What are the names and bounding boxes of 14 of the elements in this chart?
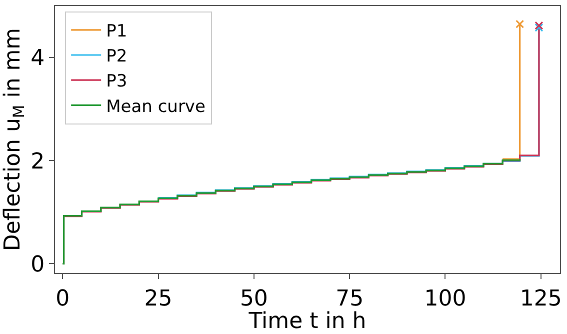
x-axis-title: Time t in h bbox=[248, 309, 366, 334]
x-tick-label: 75 bbox=[336, 286, 364, 312]
x-tick-label: 50 bbox=[240, 286, 268, 312]
legend-label: P3 bbox=[106, 72, 128, 92]
x-tick-label: 100 bbox=[424, 286, 466, 312]
legend-label: P2 bbox=[106, 46, 128, 67]
y-tick-label: 0 bbox=[30, 252, 45, 278]
legend-label: Mean curve bbox=[106, 96, 206, 117]
x-tick-label: 0 bbox=[56, 286, 70, 312]
legend-label: P1 bbox=[106, 22, 128, 42]
y-tick-label: 4 bbox=[30, 46, 45, 72]
x-tick-label: 125 bbox=[520, 286, 562, 312]
y-tick-label: 2 bbox=[30, 149, 45, 174]
x-tick-label: 25 bbox=[144, 286, 172, 312]
